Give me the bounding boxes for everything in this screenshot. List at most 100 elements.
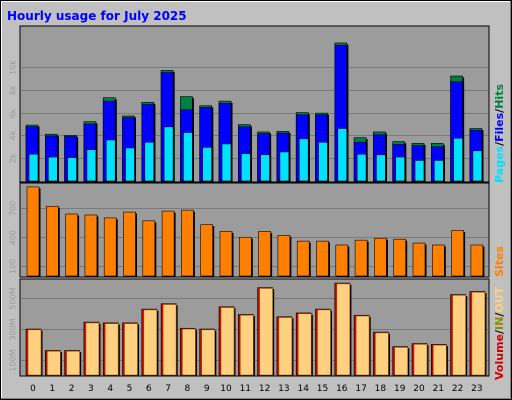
pages-bar — [433, 160, 444, 182]
sites-bar — [431, 244, 445, 277]
x-axis-label: 18 — [375, 384, 387, 394]
side-label-sep-4: / — [493, 312, 506, 317]
sites-bar — [45, 205, 59, 277]
out-bar — [104, 323, 119, 376]
x-axis-label: 19 — [394, 384, 406, 394]
out-bar — [452, 295, 466, 376]
out-bar — [259, 288, 273, 376]
sites-bar — [239, 236, 252, 277]
hits-files-pages-bars — [25, 42, 484, 183]
pages-bar — [28, 153, 39, 182]
x-axis-label: 22 — [452, 384, 463, 394]
out-bar — [297, 313, 312, 376]
out-bar — [85, 322, 100, 376]
x-axis-label: 8 — [185, 384, 191, 394]
out-bar — [336, 283, 351, 376]
out-bar — [413, 344, 428, 376]
x-axis-label: 15 — [317, 384, 328, 394]
pages-bar — [241, 153, 251, 182]
pages-bar — [472, 150, 483, 182]
x-axis-label: 5 — [127, 384, 133, 394]
sites-bar — [258, 231, 271, 277]
sites-bar — [316, 240, 329, 277]
out-bar — [278, 317, 293, 376]
pages-bar — [163, 126, 174, 182]
out-bar — [124, 323, 138, 376]
side-label-pages: Pages — [493, 145, 506, 183]
hits-ytick-label: 2k — [9, 153, 18, 163]
sites-bar — [277, 235, 291, 277]
x-axis-hour-labels: 0 1 2 3 4 5 6 7 8 9 10 11 12 13 14 15 16 17 18 19 20 21 22 23 — [30, 384, 482, 394]
side-label-sites-text: Sites — [493, 246, 506, 277]
sites-bar — [374, 237, 387, 277]
sites-bar — [161, 210, 175, 277]
x-axis-label: 9 — [204, 384, 210, 394]
out-bar — [46, 350, 61, 376]
x-axis-label: 0 — [30, 384, 36, 394]
hits-ytick-label: 6k — [9, 108, 18, 118]
sites-bar — [470, 244, 484, 277]
out-bar — [143, 309, 158, 376]
sites-bar — [123, 211, 136, 277]
side-label-volume-text: Volume — [493, 334, 506, 380]
pages-bar — [221, 143, 232, 182]
pages-bar — [125, 147, 135, 182]
pages-bar — [376, 154, 386, 182]
pages-bar — [202, 147, 212, 182]
out-bar — [317, 309, 331, 376]
sites-ytick-label: 400 — [9, 230, 18, 245]
sites-bar — [26, 186, 40, 277]
out-bar — [394, 347, 409, 376]
chart-title: Hourly usage for July 2025 — [7, 9, 187, 23]
y-tick-labels: 2k 4k 6k 8k 10k 100 400 700 100M 300M 500M — [9, 60, 18, 372]
volume-ytick-label: 100M — [9, 349, 18, 371]
out-bar — [432, 344, 447, 376]
pages-bar — [105, 139, 116, 182]
sites-bars — [26, 186, 485, 278]
x-axis-label: 17 — [355, 384, 366, 394]
side-label-sep-1: / — [493, 141, 506, 146]
x-axis-label: 3 — [88, 384, 94, 394]
out-bar — [182, 328, 196, 376]
pages-bar — [47, 156, 58, 182]
side-label-hits: Pages/Files/Hits — [493, 84, 506, 183]
hits-gridlines — [21, 67, 488, 159]
side-label-sep-3: / — [493, 329, 506, 334]
out-bar — [162, 304, 177, 376]
sites-bar — [219, 231, 233, 277]
hits-ytick-label: 10k — [9, 60, 18, 75]
sites-bar — [84, 214, 98, 277]
x-axis-label: 4 — [107, 384, 113, 394]
side-label-in: IN — [493, 317, 506, 330]
pages-bar — [337, 128, 348, 182]
side-label-hits-text: Hits — [493, 84, 506, 109]
sites-gridlines — [21, 208, 488, 267]
hits-panel-background — [19, 25, 490, 183]
volume-bars — [25, 282, 487, 377]
side-label-sep-2: / — [493, 108, 506, 113]
pages-bar — [67, 157, 77, 182]
side-label-volume: Volume/IN/OUT — [493, 286, 506, 380]
out-bar — [240, 314, 254, 376]
out-bar — [355, 315, 370, 376]
pages-bar — [183, 132, 193, 182]
pages-bar — [279, 151, 290, 182]
x-axis-label: 14 — [297, 384, 309, 394]
pages-bar — [298, 138, 309, 182]
x-axis-label: 6 — [146, 384, 152, 394]
pages-bar — [395, 156, 406, 182]
sites-bar — [181, 209, 194, 277]
pages-bar — [414, 160, 425, 182]
x-axis-label: 1 — [49, 384, 55, 394]
sites-bar — [393, 238, 407, 277]
out-bar — [201, 329, 215, 376]
x-axis-label: 12 — [259, 384, 270, 394]
volume-ytick-label: 300M — [9, 318, 18, 340]
out-bar — [66, 350, 80, 376]
out-bar — [471, 291, 486, 376]
pages-bar — [260, 154, 270, 182]
sites-bar — [354, 239, 368, 277]
side-label-files: Files — [493, 112, 506, 142]
x-axis-label: 2 — [69, 384, 75, 394]
sites-bar — [142, 220, 156, 277]
